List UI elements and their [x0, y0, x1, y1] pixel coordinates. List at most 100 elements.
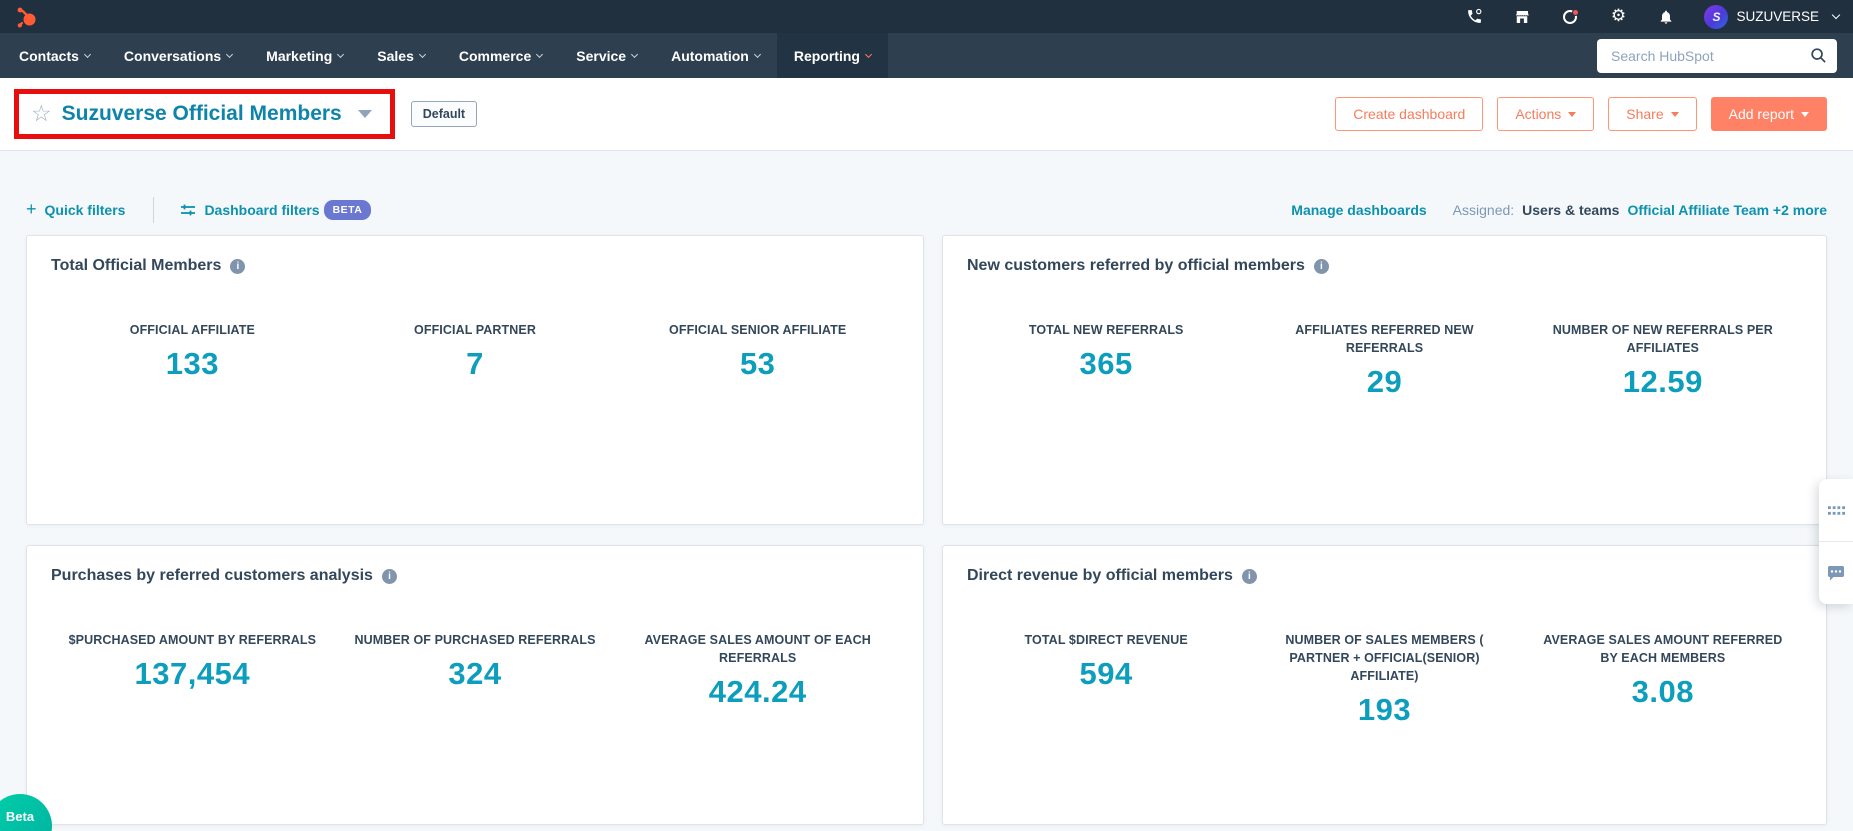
- search-icon[interactable]: [1810, 47, 1827, 69]
- product-updates-icon[interactable]: [1560, 7, 1580, 27]
- metric: TOTAL $DIRECT REVENUE 594: [967, 631, 1245, 692]
- chevron-down-icon: [337, 50, 345, 59]
- sliders-icon: [181, 204, 196, 216]
- metric-value: 7: [466, 346, 484, 382]
- manage-dashboards-link[interactable]: Manage dashboards: [1291, 202, 1426, 218]
- assigned-group: Assigned: Users & teams Official Affilia…: [1453, 202, 1827, 218]
- card-title: Direct revenue by official members: [967, 567, 1233, 584]
- card-header: New customers referred by official membe…: [967, 257, 1802, 275]
- chevron-down-icon: [631, 50, 639, 59]
- assigned-label: Assigned:: [1452, 202, 1515, 218]
- filters-row: + Quick filters Dashboard filters BETA M…: [26, 194, 1827, 226]
- marketplace-icon[interactable]: [1512, 7, 1532, 27]
- metric-label: TOTAL $DIRECT REVENUE: [1024, 633, 1188, 647]
- nav-item-sales[interactable]: Sales: [360, 33, 442, 78]
- metric-value: 12.59: [1622, 364, 1703, 400]
- nav-item-reporting[interactable]: Reporting: [776, 33, 888, 78]
- button-label: Add report: [1728, 106, 1794, 122]
- metric-value: 29: [1366, 364, 1403, 400]
- assigned-team-link[interactable]: Official Affiliate Team +2 more: [1627, 202, 1827, 218]
- metric: NUMBER OF PURCHASED REFERRALS 324: [334, 631, 617, 692]
- card-header: Direct revenue by official members i: [967, 567, 1802, 585]
- metrics-row: TOTAL NEW REFERRALS 365 AFFILIATES REFER…: [967, 321, 1802, 400]
- nav-label: Automation: [671, 47, 749, 64]
- nav-item-contacts[interactable]: Contacts: [2, 33, 107, 78]
- nav-item-commerce[interactable]: Commerce: [442, 33, 559, 78]
- search-input[interactable]: [1597, 38, 1837, 73]
- info-icon[interactable]: i: [1313, 258, 1329, 274]
- quick-filters-button[interactable]: + Quick filters: [26, 200, 126, 218]
- filters-right: Manage dashboards Assigned: Users & team…: [1291, 202, 1827, 218]
- dashboard-content: + Quick filters Dashboard filters BETA M…: [0, 152, 1853, 831]
- notification-dot: [1572, 8, 1580, 16]
- share-button[interactable]: Share: [1608, 97, 1697, 131]
- chat-button[interactable]: [1819, 541, 1853, 604]
- notifications-bell-icon[interactable]: [1656, 7, 1676, 27]
- dropdown-caret-icon: [1801, 112, 1809, 117]
- metric-label: TOTAL NEW REFERRALS: [1028, 323, 1184, 337]
- chevron-down-icon: [418, 50, 426, 59]
- info-icon[interactable]: i: [1241, 568, 1257, 584]
- card-header: Total Official Members i: [51, 257, 899, 275]
- metric: OFFICIAL SENIOR AFFILIATE 53: [616, 321, 899, 382]
- info-icon[interactable]: i: [230, 258, 246, 274]
- card-header: Purchases by referred customers analysis…: [51, 567, 899, 585]
- nav-item-automation[interactable]: Automation: [654, 33, 777, 78]
- assigned-users-teams: Users & teams: [1522, 202, 1620, 218]
- card-title: Purchases by referred customers analysis: [51, 567, 373, 584]
- metric-value: 133: [165, 346, 219, 382]
- nav-item-conversations[interactable]: Conversations: [107, 33, 249, 78]
- metric-value: 53: [739, 346, 776, 382]
- settings-gear-icon[interactable]: ⚙: [1610, 6, 1627, 26]
- dashboard-title[interactable]: Suzuverse Official Members: [61, 102, 342, 125]
- metric: TOTAL NEW REFERRALS 365: [967, 321, 1245, 382]
- account-menu[interactable]: S SUZUVERSE: [1704, 4, 1841, 29]
- metric-value: 3.08: [1631, 674, 1694, 710]
- metric: OFFICIAL AFFILIATE 133: [51, 321, 334, 382]
- metric-value: 137,454: [134, 656, 251, 692]
- quick-filters-label: Quick filters: [44, 202, 126, 218]
- calls-icon[interactable]: [1464, 7, 1484, 27]
- metrics-row: OFFICIAL AFFILIATE 133 OFFICIAL PARTNER …: [51, 321, 899, 382]
- account-avatar: S: [1704, 4, 1729, 29]
- annotation-red-box: ☆ Suzuverse Official Members: [14, 89, 395, 139]
- metric: OFFICIAL PARTNER 7: [334, 321, 617, 382]
- nav-label: Conversations: [123, 47, 222, 64]
- apps-grid-button[interactable]: [1819, 479, 1853, 541]
- hubspot-logo-icon[interactable]: [14, 4, 40, 30]
- favorite-star-icon[interactable]: ☆: [31, 100, 52, 127]
- create-dashboard-button[interactable]: Create dashboard: [1335, 97, 1484, 131]
- main-nav: Contacts Conversations Marketing Sales C…: [0, 33, 1853, 78]
- vertical-divider: [153, 197, 155, 223]
- report-grid: Total Official Members i OFFICIAL AFFILI…: [26, 235, 1827, 825]
- metric-value: 193: [1357, 692, 1412, 728]
- chevron-down-icon: [226, 50, 234, 59]
- metric-label: NUMBER OF PURCHASED REFERRALS: [354, 633, 596, 647]
- metric-label: OFFICIAL SENIOR AFFILIATE: [669, 323, 847, 337]
- add-report-button[interactable]: Add report: [1710, 97, 1827, 131]
- report-card-total-official-members: Total Official Members i OFFICIAL AFFILI…: [26, 235, 924, 525]
- actions-button[interactable]: Actions: [1497, 97, 1595, 131]
- chevron-down-icon: [83, 50, 91, 59]
- nav-item-service[interactable]: Service: [559, 33, 654, 78]
- metric-label: OFFICIAL PARTNER: [414, 323, 536, 337]
- card-title: Total Official Members: [51, 257, 222, 274]
- beta-badge: BETA: [323, 200, 372, 220]
- dashboard-filters-button[interactable]: Dashboard filters: [180, 202, 320, 218]
- title-dropdown-caret-icon[interactable]: [357, 110, 372, 118]
- chevron-down-icon: [753, 50, 761, 59]
- assigned-team-label: Official Affiliate Team +2 more: [1627, 202, 1827, 218]
- chevron-down-icon: [536, 50, 544, 59]
- metric-label: AFFILIATES REFERRED NEW REFERRALS: [1295, 323, 1474, 356]
- dashboard-header: ☆ Suzuverse Official Members Default Cre…: [0, 78, 1853, 151]
- nav-item-marketing[interactable]: Marketing: [249, 33, 360, 78]
- metrics-row: TOTAL $DIRECT REVENUE 594 NUMBER OF SALE…: [967, 631, 1802, 728]
- top-bar-actions: ⚙ S SUZUVERSE: [1464, 4, 1841, 29]
- metrics-row: $PURCHASED AMOUNT BY REFERRALS 137,454 N…: [51, 631, 899, 710]
- info-icon[interactable]: i: [381, 568, 397, 584]
- metric: AVERAGE SALES AMOUNT REFERRED BY EACH ME…: [1524, 631, 1802, 710]
- default-badge: Default: [410, 101, 478, 127]
- header-actions: Create dashboard Actions Share Add repor…: [1335, 97, 1827, 131]
- metric-label: NUMBER OF NEW REFERRALS PER AFFILIATES: [1552, 323, 1773, 356]
- metric-value: 365: [1079, 346, 1133, 382]
